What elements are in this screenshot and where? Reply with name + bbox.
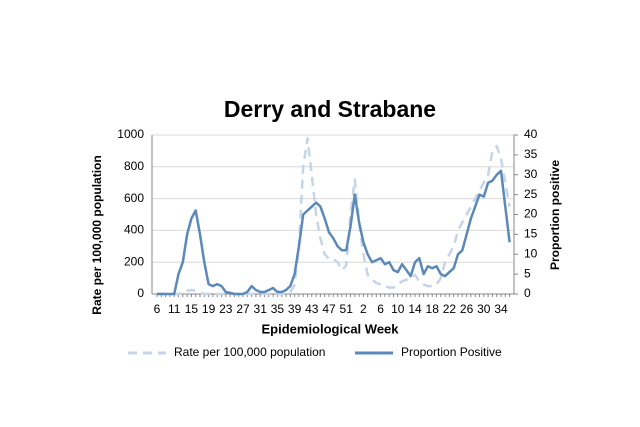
x-tick-label: 31 <box>254 302 268 316</box>
x-tick-label: 10 <box>391 302 405 316</box>
y-tick-label: 200 <box>124 254 144 268</box>
x-tick-label: 35 <box>271 302 285 316</box>
x-tick-label: 11 <box>168 302 181 316</box>
y-tick-label: 1000 <box>117 127 144 141</box>
chart-title: Derry and Strabane <box>224 96 436 122</box>
x-tick-label: 26 <box>460 302 474 316</box>
y2-tick-label: 25 <box>524 187 538 201</box>
legend-label: Proportion Positive <box>401 345 502 359</box>
x-tick-label: 6 <box>154 302 161 316</box>
y2-tick-label: 40 <box>524 127 538 141</box>
y-axis-title: Rate per 100,000 population <box>90 155 104 314</box>
x-axis-title: Epidemiological Week <box>261 321 399 336</box>
x-tick-label: 47 <box>322 302 336 316</box>
x-tick-label: 6 <box>377 302 384 316</box>
x-tick-label: 19 <box>202 302 216 316</box>
series-line <box>157 136 511 296</box>
x-tick-label: 43 <box>305 302 319 316</box>
x-tick-label: 15 <box>185 302 199 316</box>
x-tick-label: 39 <box>288 302 302 316</box>
x-tick-label: 34 <box>494 302 508 316</box>
y2-tick-label: 10 <box>524 246 538 260</box>
x-tick-label: 22 <box>443 302 457 316</box>
x-tick-label: 2 <box>360 302 367 316</box>
y-tick-label: 800 <box>124 159 144 173</box>
y-tick-label: 400 <box>124 223 144 237</box>
y2-tick-label: 0 <box>524 286 531 300</box>
y2-tick-label: 15 <box>524 227 538 241</box>
x-tick-label: 51 <box>340 302 354 316</box>
y2-tick-label: 30 <box>524 167 538 181</box>
x-tick-label: 27 <box>236 302 250 316</box>
legend-label: Rate per 100,000 population <box>174 345 325 359</box>
x-tick-label: 14 <box>408 302 422 316</box>
y-tick-label: 0 <box>137 286 144 300</box>
x-tick-label: 30 <box>477 302 491 316</box>
y2-axis-title: Proportion positive <box>548 160 562 270</box>
y2-tick-label: 5 <box>524 266 531 280</box>
y2-tick-label: 20 <box>524 207 538 221</box>
x-tick-label: 23 <box>219 302 233 316</box>
y-tick-label: 600 <box>124 191 144 205</box>
series-line <box>157 169 511 296</box>
y2-tick-label: 35 <box>524 147 538 161</box>
x-tick-label: 18 <box>426 302 440 316</box>
